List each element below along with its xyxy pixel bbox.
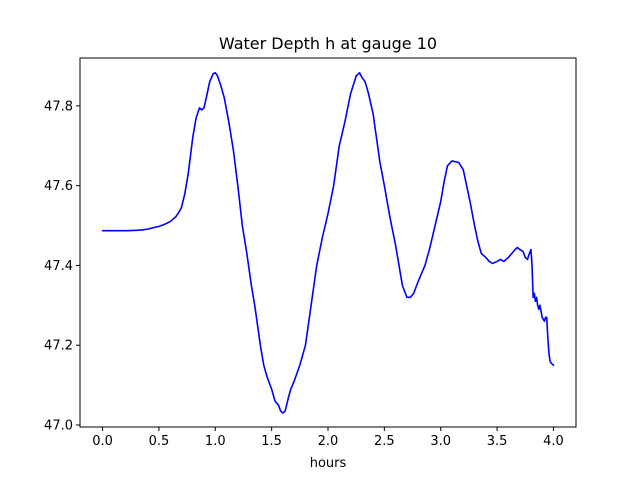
x-tick-label: 2.0	[318, 434, 339, 449]
y-tick-label: 47.0	[44, 419, 73, 434]
y-tick-label: 47.4	[44, 259, 73, 274]
series-line-0	[101, 71, 555, 414]
x-tick-label: 1.0	[205, 434, 226, 449]
x-tick-label: 3.5	[487, 434, 508, 449]
chart-title: Water Depth h at gauge 10	[219, 34, 437, 53]
x-tick-label: 1.5	[261, 434, 282, 449]
x-tick-label: 0.5	[149, 434, 170, 449]
x-axis-label: hours	[310, 456, 347, 471]
x-tick-label: 4.0	[543, 434, 564, 449]
x-tick-label: 0.0	[92, 434, 113, 449]
axis-ticks: 0.0 0.5 1.0 1.5 2.0 2.5 3.0 3.5 4.0 47.0 47.2 47.4 4…	[44, 99, 564, 449]
x-tick-label: 3.0	[430, 434, 451, 449]
x-tick-label: 2.5	[374, 434, 395, 449]
plot-area	[101, 71, 555, 414]
y-tick-label: 47.8	[44, 99, 73, 114]
y-tick-label: 47.6	[44, 179, 73, 194]
y-tick-label: 47.2	[44, 339, 73, 354]
